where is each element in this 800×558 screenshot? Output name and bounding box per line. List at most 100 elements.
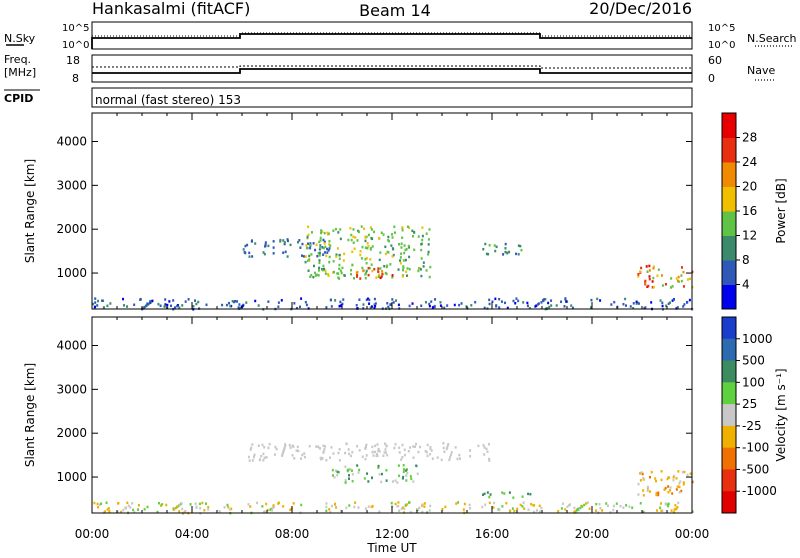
range-cell xyxy=(667,491,669,494)
range-cell xyxy=(527,493,529,496)
range-cell xyxy=(654,477,656,480)
range-cell xyxy=(285,251,287,254)
range-cell xyxy=(637,273,639,276)
range-cell xyxy=(448,459,450,462)
range-cell xyxy=(370,247,372,250)
range-cell xyxy=(366,262,368,265)
range-cell xyxy=(519,245,521,248)
colorbar-tick-label: -100 xyxy=(742,441,769,455)
range-cell xyxy=(258,304,260,307)
range-cell xyxy=(501,491,503,494)
range-cell xyxy=(402,444,404,447)
range-cell xyxy=(181,502,183,505)
range-cell xyxy=(512,496,514,499)
range-cell xyxy=(522,495,524,498)
range-cell xyxy=(679,486,681,489)
range-cell xyxy=(303,255,305,258)
range-cell xyxy=(649,490,651,493)
range-cell xyxy=(539,505,541,508)
range-cell xyxy=(419,446,421,449)
range-cell xyxy=(296,449,298,452)
range-cell xyxy=(363,228,365,231)
range-cell xyxy=(616,502,618,505)
range-cell xyxy=(94,306,96,309)
range-cell xyxy=(267,300,269,303)
range-cell xyxy=(420,268,422,271)
range-cell xyxy=(325,255,327,258)
range-cell xyxy=(382,454,384,457)
range-cell xyxy=(431,449,433,452)
range-cell xyxy=(417,473,419,476)
range-cell xyxy=(386,479,388,482)
range-cell xyxy=(207,508,209,511)
y-tick-label: 2000 xyxy=(56,426,87,440)
range-cell xyxy=(308,258,310,261)
power-colorbar: 481216202428 xyxy=(722,113,757,310)
range-cell xyxy=(318,267,320,270)
range-cell xyxy=(402,269,404,272)
range-cell xyxy=(492,506,494,509)
range-cell xyxy=(332,229,334,232)
range-cell xyxy=(97,506,99,509)
range-cell xyxy=(300,297,302,300)
range-cell xyxy=(335,255,337,257)
range-cell xyxy=(313,242,315,245)
range-cell xyxy=(404,244,406,247)
colorbar-tick-label: 16 xyxy=(742,204,757,218)
range-cell xyxy=(248,456,250,459)
range-cell xyxy=(484,503,486,506)
range-cell xyxy=(573,507,575,510)
range-cell xyxy=(562,502,564,505)
range-cell xyxy=(690,472,692,475)
range-cell xyxy=(482,494,484,497)
range-cell xyxy=(408,245,410,248)
range-cell xyxy=(381,270,383,273)
range-cell xyxy=(349,227,351,230)
range-cell xyxy=(413,249,415,252)
range-cell xyxy=(264,245,266,248)
range-cell xyxy=(393,447,395,450)
range-cell xyxy=(319,259,321,262)
range-cell xyxy=(324,232,326,235)
range-cell xyxy=(320,229,322,232)
range-cell xyxy=(290,244,292,247)
range-cell xyxy=(364,273,366,276)
range-cell xyxy=(677,502,679,505)
range-cell xyxy=(227,506,229,509)
range-cell xyxy=(185,300,187,303)
range-cell xyxy=(131,502,133,505)
range-cell xyxy=(653,286,655,289)
range-cell xyxy=(404,249,406,252)
range-cell xyxy=(343,253,345,256)
y-tick-label: 2000 xyxy=(56,222,87,236)
range-cell xyxy=(421,226,423,229)
range-cell xyxy=(430,300,432,303)
range-cell xyxy=(538,302,540,305)
range-cell xyxy=(403,471,405,474)
range-cell xyxy=(384,451,386,454)
range-cell xyxy=(456,458,458,461)
colorbar-tick-label: 500 xyxy=(742,354,765,368)
range-cell xyxy=(393,226,395,229)
range-cell xyxy=(488,299,490,302)
range-cell xyxy=(386,273,388,276)
range-cell xyxy=(670,277,672,280)
range-cell xyxy=(254,454,256,457)
range-cell xyxy=(324,242,326,245)
range-cell xyxy=(360,250,362,253)
range-cell xyxy=(205,304,207,307)
range-cell xyxy=(681,266,683,269)
range-cell xyxy=(138,504,140,507)
colorbar-swatch xyxy=(722,113,736,138)
range-cell xyxy=(421,504,423,507)
range-cell xyxy=(644,280,646,283)
range-cell xyxy=(570,304,572,307)
range-cell xyxy=(203,509,205,512)
range-cell xyxy=(426,232,428,235)
range-cell xyxy=(424,502,426,505)
range-cell xyxy=(652,267,654,270)
range-cell xyxy=(631,507,633,510)
range-cell xyxy=(277,305,279,308)
range-cell xyxy=(689,299,691,302)
range-cell xyxy=(417,451,419,454)
